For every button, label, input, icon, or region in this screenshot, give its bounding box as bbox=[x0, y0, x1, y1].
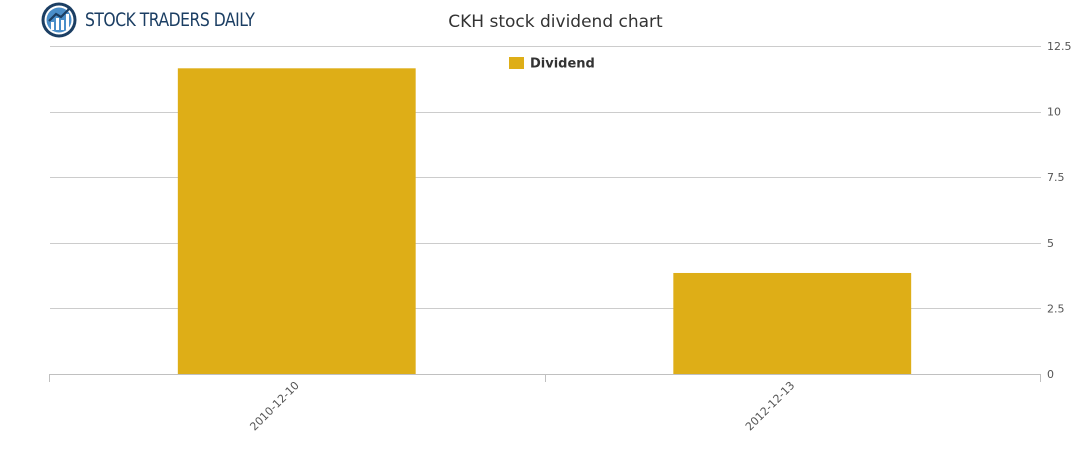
bar-2010-12-10[interactable] bbox=[177, 68, 416, 374]
legend-label[interactable]: Dividend bbox=[530, 57, 595, 72]
legend-swatch bbox=[509, 57, 524, 69]
y-tick-label: 10 bbox=[1047, 106, 1061, 119]
y-tick-label: 5 bbox=[1047, 237, 1054, 250]
y-tick-label: 12.5 bbox=[1047, 40, 1072, 53]
brand-logo[interactable]: STOCK TRADERS DAILY bbox=[40, 0, 292, 40]
y-tick-label: 0 bbox=[1047, 368, 1054, 381]
bar-2012-12-13[interactable] bbox=[673, 272, 912, 374]
chart-globe-icon bbox=[41, 2, 77, 38]
y-tick-label: 7.5 bbox=[1047, 171, 1065, 184]
chart-title: CKH stock dividend chart bbox=[448, 12, 663, 32]
x-tick-label: 2010-12-10 bbox=[247, 379, 301, 433]
brand-name: STOCK TRADERS DAILY bbox=[85, 9, 255, 31]
y-tick-label: 2.5 bbox=[1047, 302, 1065, 315]
x-tick-label: 2012-12-13 bbox=[743, 379, 797, 433]
